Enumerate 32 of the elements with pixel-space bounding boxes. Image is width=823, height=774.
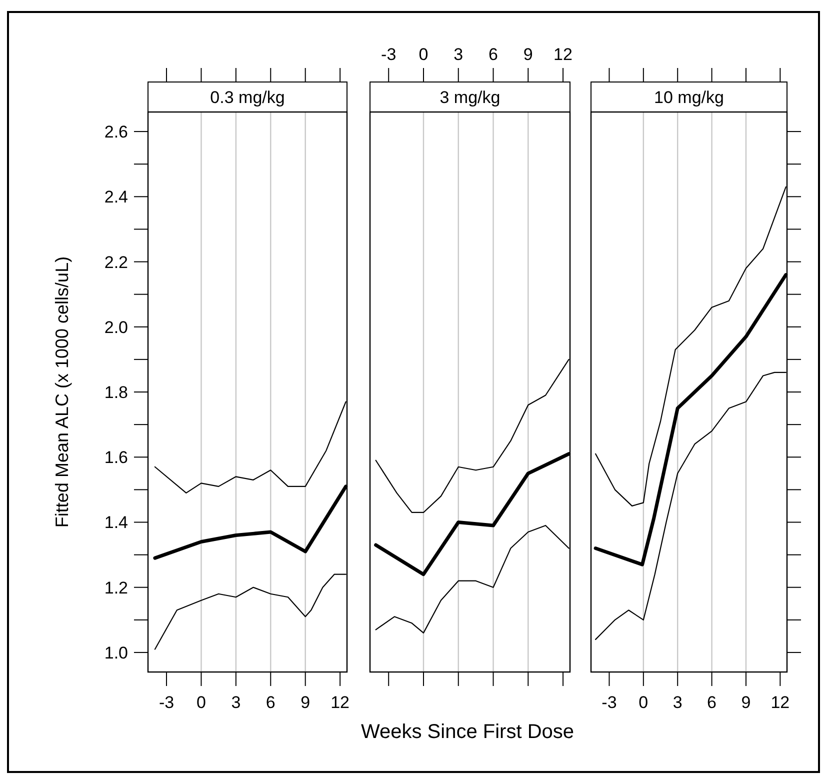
y-tick-label: 2.6 (104, 122, 128, 142)
x-tick-label: 0 (638, 693, 648, 712)
x-tick-label: -3 (158, 693, 174, 712)
x-tick-label: 6 (266, 693, 276, 712)
y-tick-label: 1.4 (104, 513, 128, 532)
x-tick-label: 12 (330, 693, 350, 712)
chart-title: 10 mg/kg (654, 88, 724, 107)
y-tick-label: 1.6 (104, 448, 128, 468)
y-tick-label: 1.8 (104, 383, 128, 402)
chart-title: 3 mg/kg (440, 88, 500, 107)
x-tick-label: 6 (488, 45, 498, 64)
x-tick-label: -3 (602, 693, 617, 712)
y-tick-label: 2.4 (104, 188, 128, 207)
x-tick-label: 12 (554, 45, 572, 64)
x-tick-label: 3 (672, 693, 682, 712)
y-tick-label: 2.2 (104, 252, 128, 272)
x-axis-title: Weeks Since First Dose (360, 721, 574, 743)
x-tick-label: 0 (418, 45, 428, 64)
x-tick-label: 3 (454, 45, 464, 64)
y-tick-label: 1.2 (104, 578, 128, 598)
y-tick-label: 1.0 (104, 643, 128, 662)
x-tick-label: 9 (523, 45, 533, 64)
x-tick-label: -3 (381, 45, 396, 64)
y-axis-title: Fitted Mean ALC (x 1000 cells/uL) (52, 256, 72, 528)
chart-title: 0.3 mg/kg (210, 88, 285, 107)
x-tick-label: 3 (231, 693, 241, 712)
x-tick-label: 9 (300, 693, 310, 712)
x-tick-label: 9 (741, 693, 751, 712)
x-tick-label: 0 (196, 693, 206, 712)
x-tick-label: 12 (770, 693, 790, 712)
y-tick-label: 2.0 (104, 318, 128, 337)
x-tick-label: 6 (707, 693, 717, 712)
